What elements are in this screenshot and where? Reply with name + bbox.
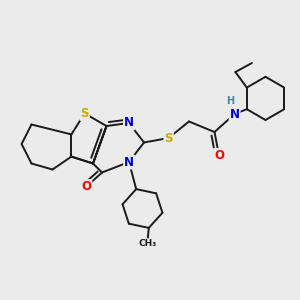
Text: N: N: [124, 155, 134, 169]
Text: H: H: [226, 96, 234, 106]
Text: N: N: [124, 116, 134, 130]
Text: O: O: [214, 149, 224, 162]
Text: CH₃: CH₃: [138, 239, 156, 248]
Text: S: S: [80, 107, 89, 120]
Text: S: S: [164, 131, 173, 145]
Text: N: N: [230, 107, 240, 121]
Text: O: O: [81, 180, 92, 193]
